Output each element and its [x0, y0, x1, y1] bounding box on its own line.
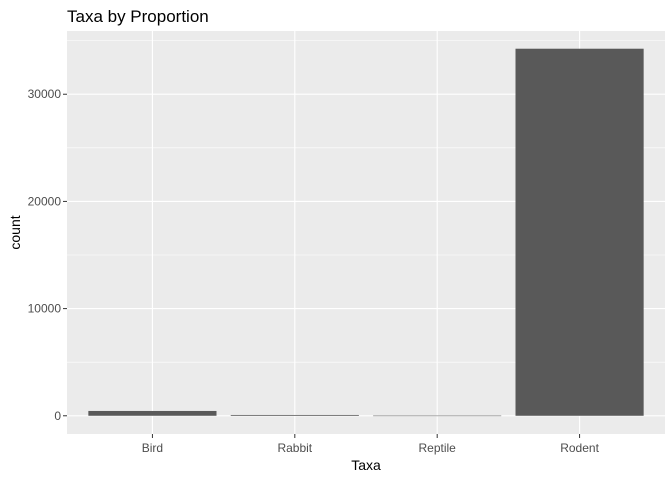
x-tick-label: Bird	[142, 441, 163, 455]
x-axis-title: Taxa	[351, 457, 381, 473]
y-tick-label: 0	[54, 409, 61, 423]
bar-bird	[88, 410, 217, 416]
bars	[88, 48, 644, 417]
x-tick-label: Reptile	[419, 441, 457, 455]
bar-reptile	[373, 415, 502, 417]
chart-title: Taxa by Proportion	[67, 7, 209, 26]
y-axis-title: count	[7, 215, 23, 249]
y-tick-label: 30000	[28, 87, 62, 101]
x-axis: Bird Rabbit Reptile Rodent	[142, 434, 600, 455]
bar-rabbit	[230, 414, 359, 416]
x-tick-label: Rabbit	[277, 441, 312, 455]
x-tick-label: Rodent	[560, 441, 599, 455]
y-tick-label: 20000	[28, 194, 62, 208]
bar-rodent	[515, 48, 644, 416]
y-axis: 0 10000 20000 30000	[28, 87, 67, 423]
y-tick-label: 10000	[28, 302, 62, 316]
